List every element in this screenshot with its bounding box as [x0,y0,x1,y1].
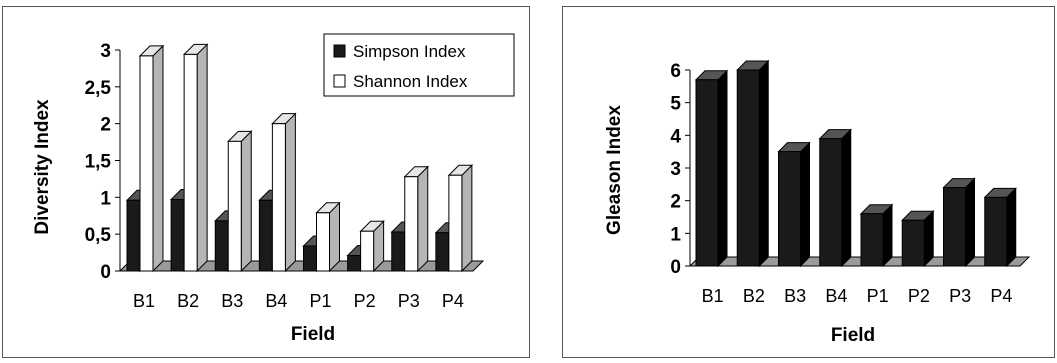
x-category-label: P3 [398,291,420,311]
y-tick-label: 6 [670,61,681,82]
x-category-label: P4 [442,291,464,311]
y-tick-label: 2 [670,192,681,213]
bar-front [258,199,273,272]
bar-side [240,130,252,273]
bar-front [819,138,843,267]
legend-box [323,33,515,97]
bar-side [882,203,893,268]
y-tick-label: 1 [100,188,111,209]
legend-swatch [333,44,346,58]
y-tick-label: 2 [100,115,111,136]
x-category-label: B4 [825,286,847,306]
bar-front [227,140,242,272]
x-category-label: P2 [908,286,930,306]
bar-front [435,232,450,272]
bar-shannon-index-p1 [315,201,341,273]
bar-side [717,69,728,268]
y-tick-label: 0,5 [85,225,112,246]
y-tick-label: 5 [670,94,681,115]
bar-value-p4 [983,187,1017,268]
bar-side [461,164,473,273]
bar-side [152,44,164,273]
x-category-label: P1 [310,291,332,311]
y-tick-label: 2,5 [85,78,112,99]
bar-shannon-index-b2 [182,43,209,273]
bar-front [126,199,141,272]
diversity-chart-panel: 0 0,5 1 1,5 2 2,5 3 B1 B2 B3 B4 P1 P2 P3 P4 Field Divers… [2,6,530,358]
bar-front [448,174,463,272]
bar-side [1006,187,1017,268]
y-axis-title: Diversity Index [32,99,53,235]
y-tick-label: 1,5 [85,152,112,173]
bar-side [965,177,975,268]
bar-front [183,53,198,272]
bar-value-p2 [901,210,935,268]
gleason-chart-panel: 0 1 2 3 4 5 6 B1 B2 B3 B4 P1 P2 P3 P4 Field Gleason Inde… [562,6,1055,358]
x-category-label: P1 [867,286,889,306]
bar-front [860,213,884,267]
bar-side [841,128,852,268]
bar-value-p1 [859,203,894,268]
y-tick-label: 3 [670,159,681,180]
bar-front [303,245,317,272]
bar-side [196,43,208,273]
x-category-label: B2 [743,286,765,306]
legend-swatch [333,74,346,88]
bar-front [984,196,1008,267]
bar-shannon-index-b1 [138,44,165,273]
x-category-label: P2 [354,291,376,311]
x-category-label: P4 [990,286,1012,306]
bar-front [316,212,330,272]
bar-shannon-index-b3 [227,130,253,273]
bar-value-b2 [736,59,770,268]
bar-front [347,255,362,272]
bar-front [214,220,229,272]
diversity-chart: 0 0,5 1 1,5 2 2,5 3 B1 B2 B3 B4 P1 P2 P3 P4 Field Divers… [32,33,515,345]
bar-front [404,176,419,272]
y-tick-label: 4 [670,126,681,147]
bar-side [800,141,810,268]
bar-value-p3 [942,177,976,268]
legend-label: Simpson Index [353,42,466,61]
y-tick-label: 1 [670,224,681,245]
bar-side [758,59,769,268]
y-axis-title: Gleason Index [604,105,625,235]
bar-side [329,201,340,273]
bar-side [284,112,296,273]
x-category-label: B4 [265,291,287,311]
bar-front [360,230,375,272]
y-tick-label: 0 [670,257,681,278]
x-category-label: B1 [133,291,155,311]
x-axis-title: Field [831,325,875,346]
x-category-label: B2 [177,291,199,311]
bar-value-b1 [694,69,729,268]
x-category-label: B1 [702,286,724,306]
x-category-label: B3 [221,291,243,311]
bar-front [271,123,286,272]
bar-shannon-index-b4 [271,112,297,273]
x-category-label: P3 [949,286,971,306]
bar-front [170,199,185,272]
bar-front [695,79,719,267]
bar-front [901,219,925,267]
bar-value-b4 [818,128,852,268]
bar-value-b3 [777,141,811,268]
bar-front [139,55,154,272]
y-tick-label: 0 [100,262,111,283]
gleason-chart: 0 1 2 3 4 5 6 B1 B2 B3 B4 P1 P2 P3 P4 Field Gleason Inde… [604,59,1031,346]
bar-front [943,187,966,267]
x-category-label: B3 [784,286,806,306]
bar-shannon-index-p2 [359,220,385,273]
legend-label: Shannon Index [353,72,468,91]
bar-front [391,231,406,272]
bar-shannon-index-p4 [447,164,474,273]
bar-shannon-index-p3 [403,165,429,273]
bar-front [736,69,760,267]
bar-side [417,165,429,273]
bar-front [778,151,801,267]
x-axis-title: Field [291,324,335,345]
y-tick-label: 3 [100,41,111,62]
